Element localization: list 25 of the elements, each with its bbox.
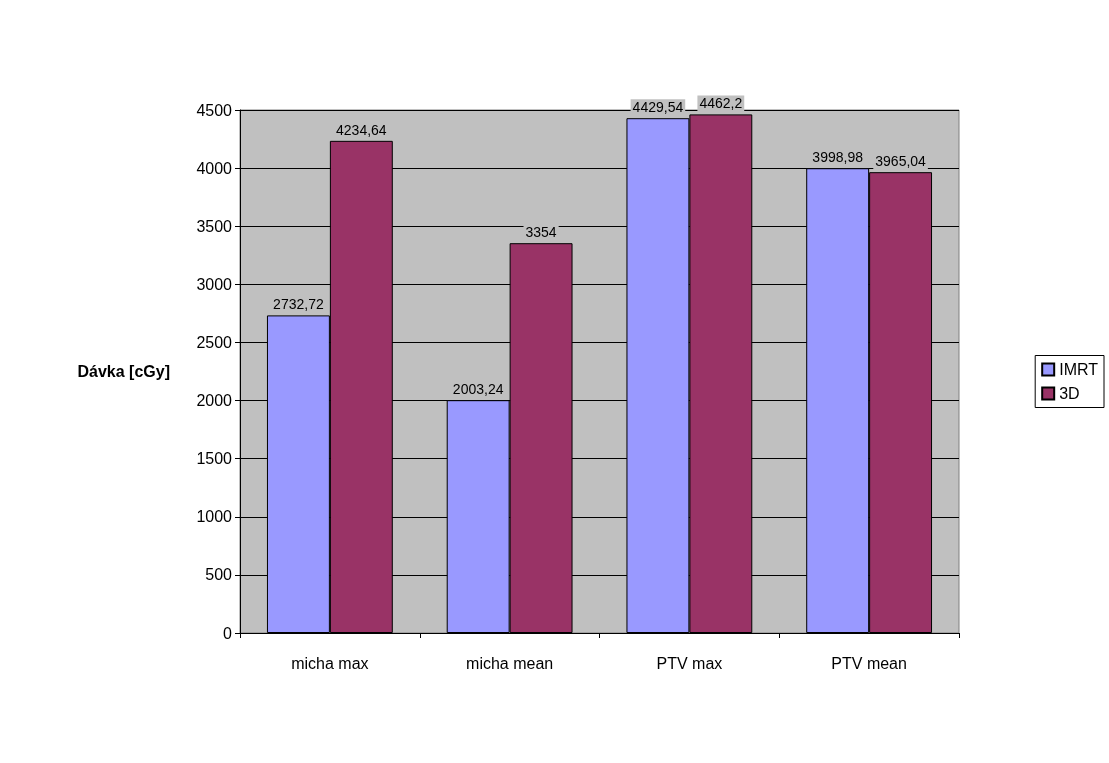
x-tick-label: micha max xyxy=(291,654,369,672)
data-label: 3965,04 xyxy=(875,153,927,170)
y-tick-label: 4500 xyxy=(196,101,233,119)
y-tick-label: 1000 xyxy=(196,508,233,526)
data-label: 2003,24 xyxy=(452,381,504,398)
y-axis-title: Dávka [cGy] xyxy=(77,363,170,380)
y-tick-label: 2500 xyxy=(196,333,233,351)
y-tick-label: 500 xyxy=(205,566,233,584)
legend-label: 3D xyxy=(1059,385,1080,402)
data-label: 3998,98 xyxy=(812,149,864,166)
x-tick-label: micha mean xyxy=(466,654,554,672)
y-tick-label: 3500 xyxy=(196,217,233,235)
legend-label: IMRT xyxy=(1059,361,1099,378)
data-label: 3354 xyxy=(525,224,557,241)
y-tick-label: 1500 xyxy=(196,450,233,468)
y-tick-label: 0 xyxy=(223,624,233,642)
y-tick-label: 3000 xyxy=(196,275,233,293)
data-label: 2732,72 xyxy=(273,296,324,313)
y-tick-label: 2000 xyxy=(196,392,233,410)
data-label: 4429,54 xyxy=(632,99,684,116)
data-label: 4462,2 xyxy=(699,95,743,112)
x-tick-label: PTV mean xyxy=(831,654,907,672)
y-tick-label: 4000 xyxy=(196,159,233,177)
x-tick-label: PTV max xyxy=(656,654,723,672)
data-label: 4234,64 xyxy=(336,121,387,138)
